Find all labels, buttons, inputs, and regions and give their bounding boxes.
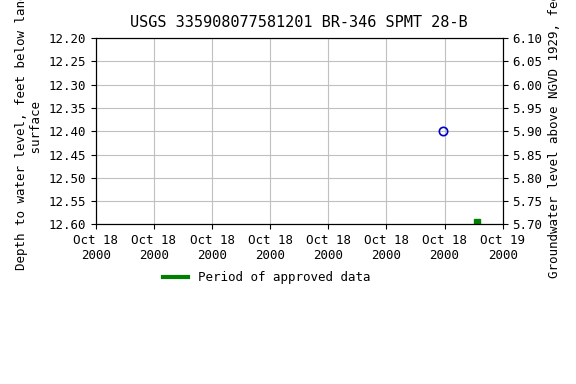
Legend: Period of approved data: Period of approved data <box>158 266 376 289</box>
Y-axis label: Depth to water level, feet below land
 surface: Depth to water level, feet below land su… <box>15 0 43 270</box>
Y-axis label: Groundwater level above NGVD 1929, feet: Groundwater level above NGVD 1929, feet <box>548 0 561 278</box>
Title: USGS 335908077581201 BR-346 SPMT 28-B: USGS 335908077581201 BR-346 SPMT 28-B <box>130 15 468 30</box>
